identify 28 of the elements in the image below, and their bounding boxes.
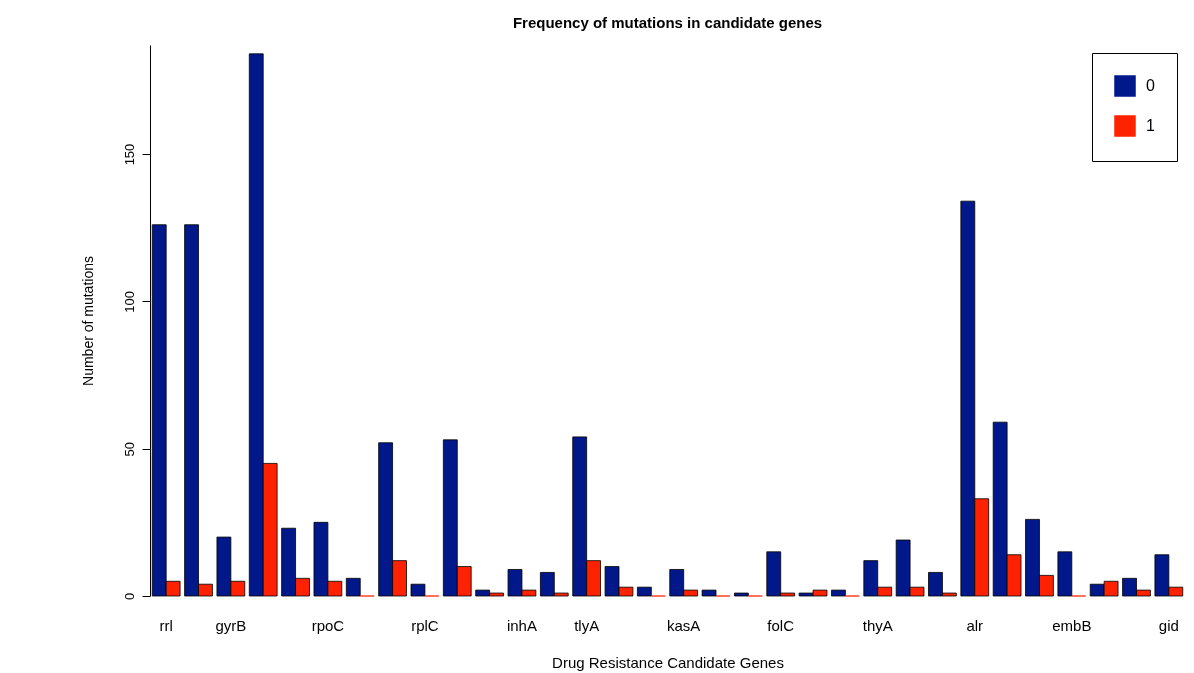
y-tick-label: 0 [121, 592, 137, 601]
chart-title: Frequency of mutations in candidate genes [512, 14, 823, 31]
x-tick-label: gid [1158, 616, 1179, 634]
x-tick-label: inhA [506, 616, 537, 634]
bar [1057, 551, 1073, 597]
bar [831, 589, 846, 597]
x-tick-label: alr [966, 616, 984, 634]
y-tick-label: 50 [121, 441, 137, 457]
x-tick-label: rplC [411, 616, 439, 634]
bar [734, 592, 749, 597]
bar [701, 589, 717, 597]
bar [637, 586, 652, 597]
x-tick-label: gyrB [215, 616, 247, 634]
x-tick-label: rrl [159, 616, 173, 634]
x-tick-label: kasA [666, 616, 701, 634]
bar [345, 577, 361, 597]
legend-label: 0 [1146, 77, 1155, 94]
y-tick-label: 150 [121, 143, 137, 166]
bar [410, 583, 426, 597]
x-tick-label: folC [767, 616, 795, 634]
y-tick-label: 100 [121, 291, 137, 313]
y-axis-title: Number of mutations [79, 256, 96, 386]
x-tick-label: tlyA [574, 616, 600, 634]
x-tick-label: embB [1052, 616, 1092, 634]
legend-label: 1 [1146, 117, 1155, 134]
x-tick-label: rpoC [311, 616, 345, 634]
x-axis-title: Drug Resistance Candidate Genes [552, 653, 784, 671]
x-tick-label: thyA [862, 616, 893, 634]
